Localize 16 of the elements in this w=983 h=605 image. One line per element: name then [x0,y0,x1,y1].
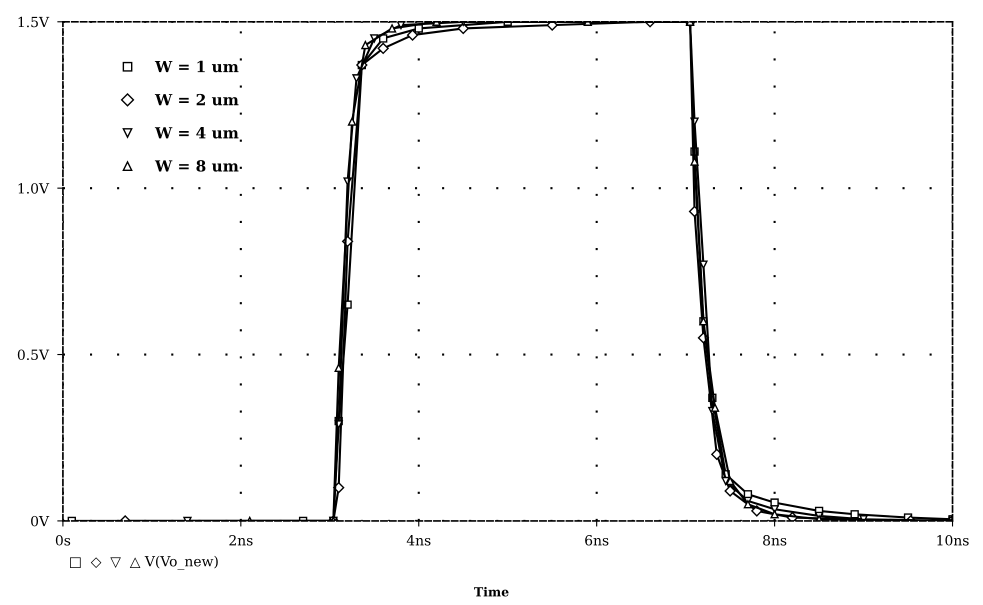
legend-label: W = 2 um [154,94,238,106]
y-tick-label: 1.0V [18,183,50,194]
x-axis-title: Time [474,586,509,597]
legend-label: W = 1 um [154,60,238,72]
x-tick-label: 8ns [763,535,786,546]
legend-label: W = 8 um [154,160,238,172]
legend-label: W = 4 um [154,126,238,139]
y-tick-label: 0.5V [18,350,50,360]
x-tick-label: 6ns [585,535,608,546]
y-tick-label: 0V [31,516,50,526]
x-tick-label: 10ns [937,535,969,546]
x-tick-label: 2ns [229,535,253,546]
x-tick-label: 0s [56,535,70,546]
y-tick-label: 1.5V [18,16,50,28]
x-tick-label: 4ns [406,535,430,546]
text: □ ◇ ▽ △ V(Vo_new) [70,556,218,570]
